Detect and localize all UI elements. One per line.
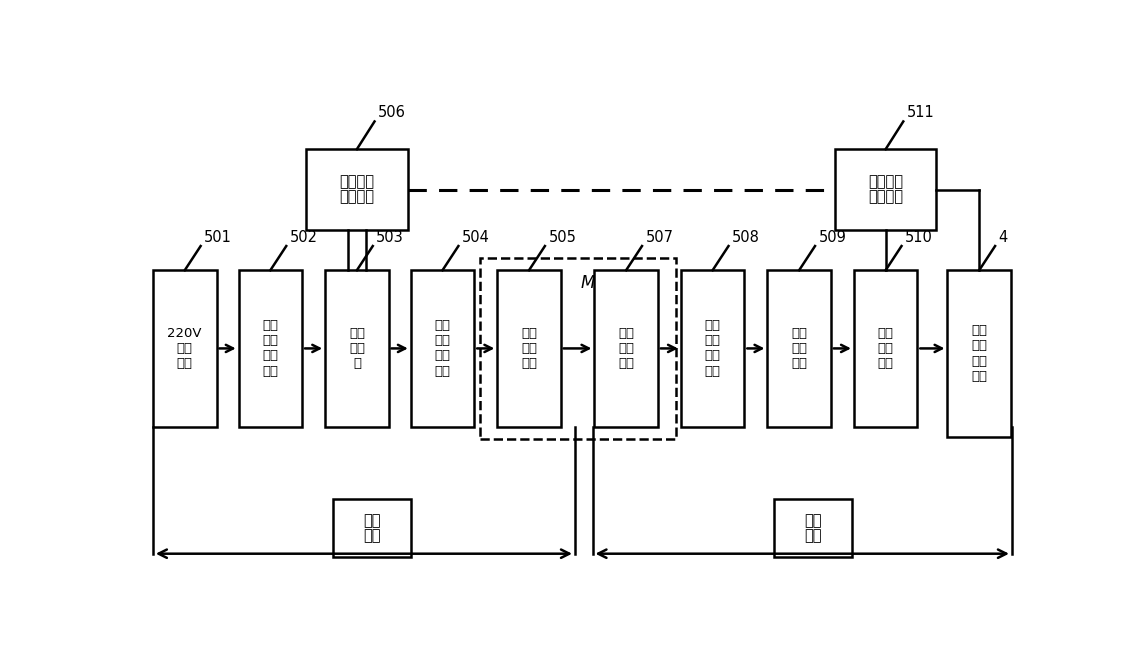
Text: 补偿: 补偿 <box>434 350 451 362</box>
Bar <box>333 500 411 557</box>
Text: 机构: 机构 <box>521 357 536 370</box>
Text: 器: 器 <box>353 357 361 370</box>
Text: 电路: 电路 <box>434 365 451 378</box>
Text: 装置: 装置 <box>804 529 822 544</box>
Text: 通讯装置: 通讯装置 <box>339 189 375 204</box>
Bar <box>835 149 936 230</box>
Text: 220V: 220V <box>167 327 202 340</box>
Text: 电路: 电路 <box>792 357 808 370</box>
Bar <box>854 271 917 426</box>
Text: 因数: 因数 <box>262 334 278 347</box>
Text: 谐振: 谐振 <box>434 334 451 347</box>
Text: 505: 505 <box>549 230 576 245</box>
Text: 511: 511 <box>907 105 935 121</box>
Text: 补偿: 补偿 <box>705 350 721 362</box>
Bar <box>306 149 408 230</box>
Bar <box>681 271 745 426</box>
Text: 功率: 功率 <box>262 319 278 332</box>
Bar <box>480 257 675 440</box>
Text: 逆变: 逆变 <box>349 342 364 355</box>
Text: 装置: 装置 <box>363 529 380 544</box>
Text: 4: 4 <box>999 230 1008 245</box>
Text: 机构: 机构 <box>618 357 634 370</box>
Bar <box>775 500 852 557</box>
Bar <box>768 271 831 426</box>
Text: M: M <box>581 274 596 292</box>
Bar <box>411 271 474 426</box>
Text: 508: 508 <box>732 230 760 245</box>
Text: 工频: 工频 <box>177 342 192 355</box>
Text: 原边: 原边 <box>363 514 380 529</box>
Text: 510: 510 <box>906 230 933 245</box>
Bar <box>238 271 302 426</box>
Text: 509: 509 <box>819 230 846 245</box>
Text: 副边: 副边 <box>705 319 721 332</box>
Text: 高频: 高频 <box>349 327 364 340</box>
Text: 507: 507 <box>646 230 673 245</box>
Text: 充电: 充电 <box>878 342 894 355</box>
Text: 副边无线: 副边无线 <box>868 174 903 189</box>
Text: 503: 503 <box>376 230 404 245</box>
Text: 电源: 电源 <box>177 357 192 370</box>
Text: 504: 504 <box>462 230 490 245</box>
Text: 谐振: 谐振 <box>705 334 721 347</box>
Text: 变电: 变电 <box>972 324 988 337</box>
Text: 原边: 原边 <box>521 327 536 340</box>
Text: 整流: 整流 <box>792 342 808 355</box>
Text: 磁路: 磁路 <box>618 342 634 355</box>
Bar <box>153 271 216 426</box>
Text: 通讯装置: 通讯装置 <box>868 189 903 204</box>
Text: 电路: 电路 <box>878 357 894 370</box>
Text: 501: 501 <box>204 230 232 245</box>
Text: 电路: 电路 <box>262 365 278 378</box>
Text: 原边: 原边 <box>434 319 451 332</box>
Text: 502: 502 <box>289 230 318 245</box>
Text: 站巡: 站巡 <box>972 339 988 352</box>
Bar <box>948 271 1011 437</box>
Text: 磁路: 磁路 <box>521 342 536 355</box>
Text: 506: 506 <box>378 105 405 121</box>
Text: 副边: 副边 <box>792 327 808 340</box>
Text: 副边: 副边 <box>618 327 634 340</box>
Bar <box>498 271 560 426</box>
Text: 校正: 校正 <box>262 350 278 362</box>
Text: 电池: 电池 <box>878 327 894 340</box>
Text: 副边: 副边 <box>804 514 822 529</box>
Text: 原边无线: 原边无线 <box>339 174 375 189</box>
Text: 检机: 检机 <box>972 354 988 367</box>
Bar <box>595 271 658 426</box>
Bar <box>325 271 388 426</box>
Text: 器人: 器人 <box>972 369 988 383</box>
Text: 电路: 电路 <box>705 365 721 378</box>
